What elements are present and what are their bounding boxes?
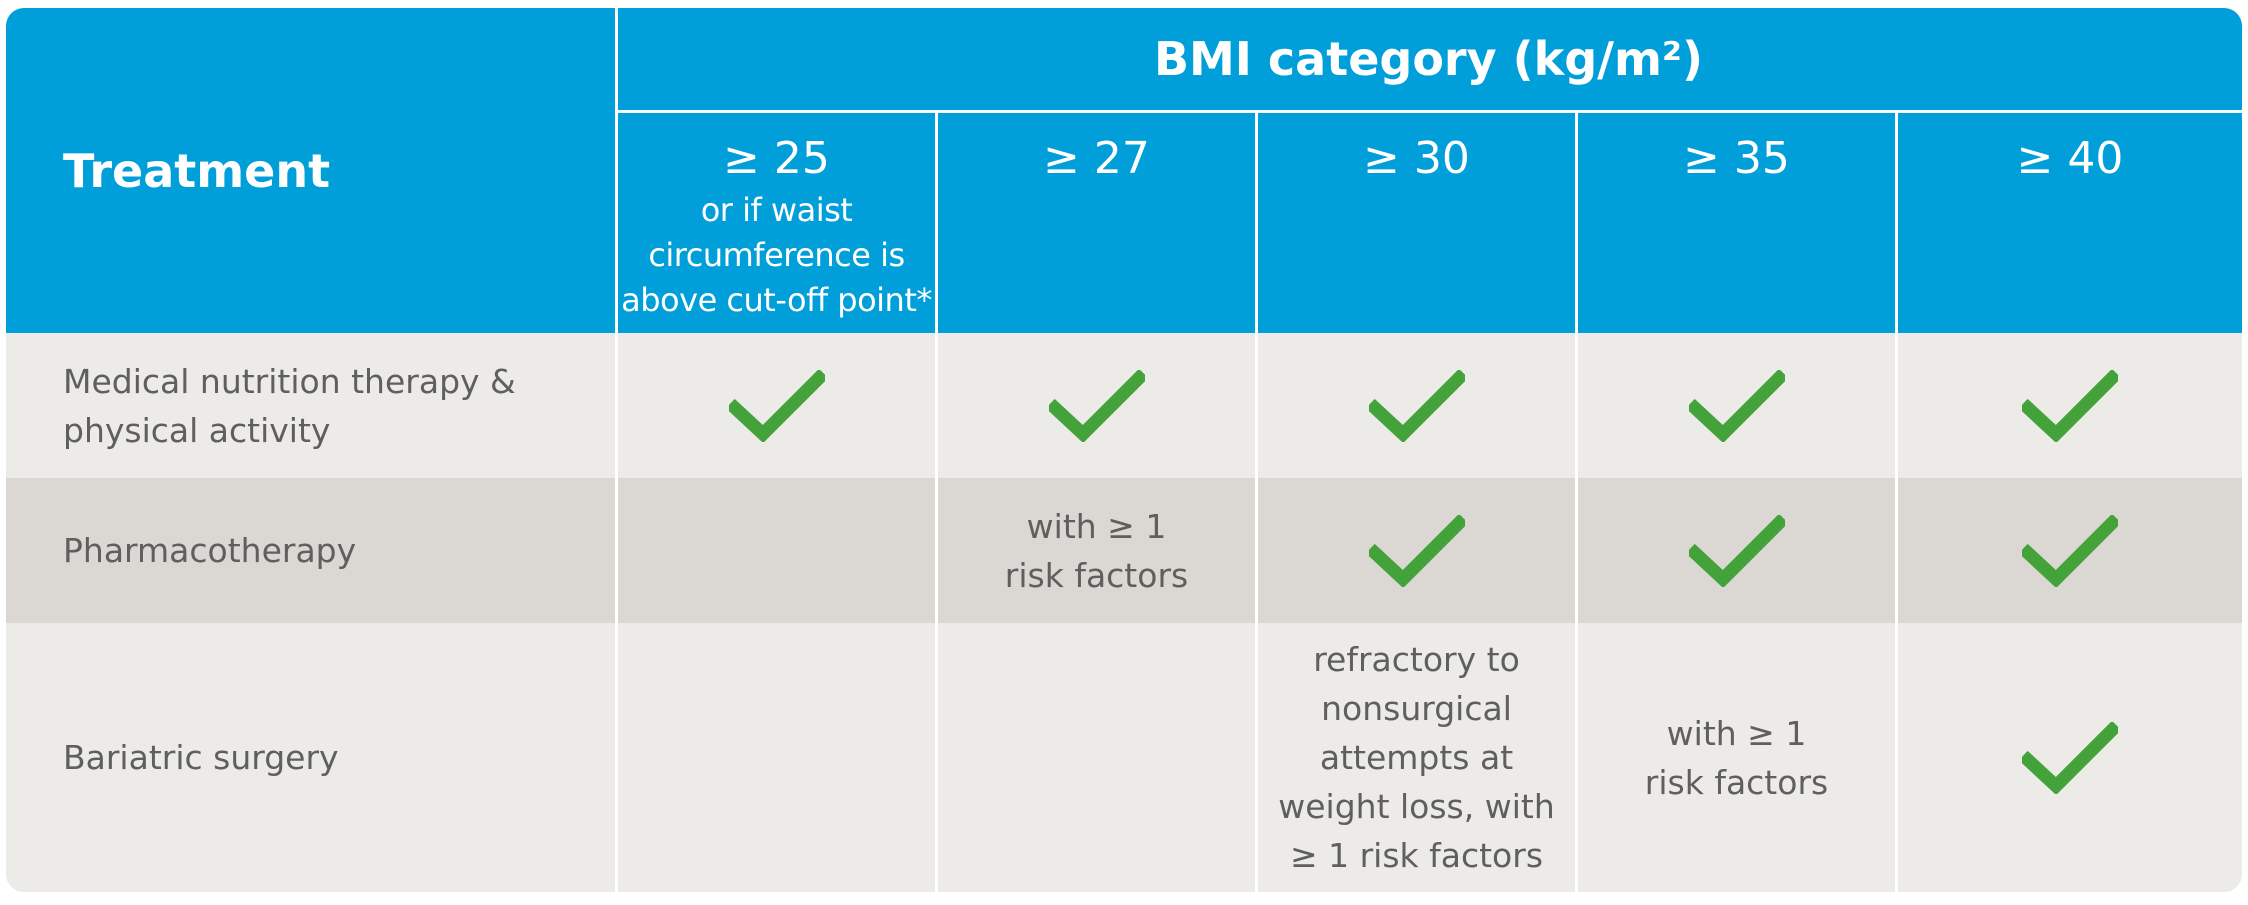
row-label-line: Bariatric surgery [63, 738, 339, 777]
column-header-bmi-27: ≥ 27 [938, 113, 1255, 333]
row-label-line: Pharmacotherapy [63, 531, 357, 570]
row-background-1 [6, 333, 2242, 478]
cell-r2-c3 [1258, 478, 1575, 623]
cell-text-line: weight loss, with [1278, 787, 1555, 826]
row-background-2 [6, 478, 2242, 623]
column-divider [1255, 110, 1258, 892]
bmi-category-label: BMI category (kg/m²) [1153, 32, 1704, 86]
cell-r1-c5 [1898, 333, 2242, 478]
check-icon [1368, 369, 1465, 442]
column-header-bmi-40: ≥ 40 [1898, 113, 2242, 333]
row-label-medical-nutrition: Medical nutrition therapy & physical act… [6, 333, 615, 478]
cell-r2-c5 [1898, 478, 2242, 623]
check-icon [2022, 721, 2118, 794]
cell-text-line: refractory to [1313, 640, 1520, 679]
check-icon [2022, 369, 2118, 442]
bmi-treatment-table: Treatment BMI category (kg/m²) ≥ 25 or i… [6, 8, 2242, 892]
threshold-label: ≥ 30 [1363, 133, 1470, 184]
treatment-header-label: Treatment [63, 143, 331, 198]
cell-r3-c4: with ≥ 1 risk factors [1578, 623, 1895, 892]
cell-r3-c5 [1898, 623, 2242, 892]
cell-r1-c1 [618, 333, 935, 478]
threshold-label: ≥ 35 [1683, 133, 1790, 184]
row-label-line: Medical nutrition therapy & [63, 361, 516, 401]
column-header-bmi-35: ≥ 35 [1578, 113, 1895, 333]
threshold-label: ≥ 40 [2016, 133, 2124, 184]
check-icon [2022, 514, 2118, 587]
check-icon [1048, 369, 1145, 442]
threshold-label: ≥ 25 [723, 133, 830, 184]
cell-text-line: with ≥ 1 [1026, 506, 1167, 546]
row-label-line: physical activity [63, 410, 331, 450]
cell-r1-c2 [938, 333, 1255, 478]
column-divider [1895, 110, 1898, 892]
row-label-pharmacotherapy: Pharmacotherapy [6, 478, 615, 623]
cell-text-line: attempts at [1319, 738, 1514, 777]
cell-r2-c4 [1578, 478, 1895, 623]
bmi-category-header: BMI category (kg/m²) [615, 8, 2242, 110]
cell-r3-c3: refractory to nonsurgical attempts at we… [1258, 623, 1575, 892]
column-header-bmi-30: ≥ 30 [1258, 113, 1575, 333]
cell-r1-c3 [1258, 333, 1575, 478]
cell-r2-c2: with ≥ 1 risk factors [938, 478, 1255, 623]
check-icon [1368, 514, 1465, 587]
waist-note-line: above cut-off point* [621, 281, 932, 319]
row-background-3 [6, 623, 2242, 892]
cell-r1-c4 [1578, 333, 1895, 478]
check-icon [728, 369, 825, 442]
column-divider [935, 110, 938, 892]
cell-text-line: risk factors [1644, 762, 1829, 802]
check-icon [1688, 514, 1785, 587]
waist-note: or if waist circumference is above cut-o… [621, 188, 932, 323]
row-label-bariatric-surgery: Bariatric surgery [6, 623, 615, 892]
cell-text-line: with ≥ 1 [1666, 713, 1807, 753]
waist-note-line: or if waist [700, 191, 853, 229]
threshold-label: ≥ 27 [1043, 133, 1150, 184]
header-divider [615, 110, 2242, 113]
check-icon [1688, 369, 1785, 442]
column-divider [1575, 110, 1578, 892]
column-divider [615, 8, 618, 892]
treatment-header: Treatment [6, 8, 615, 333]
cell-text-line: risk factors [1004, 555, 1189, 595]
column-header-bmi-25: ≥ 25 or if waist circumference is above … [618, 113, 935, 333]
waist-note-line: circumference is [648, 236, 905, 274]
cell-text-line: nonsurgical [1321, 689, 1512, 728]
cell-text-line: ≥ 1 risk factors [1289, 836, 1544, 875]
